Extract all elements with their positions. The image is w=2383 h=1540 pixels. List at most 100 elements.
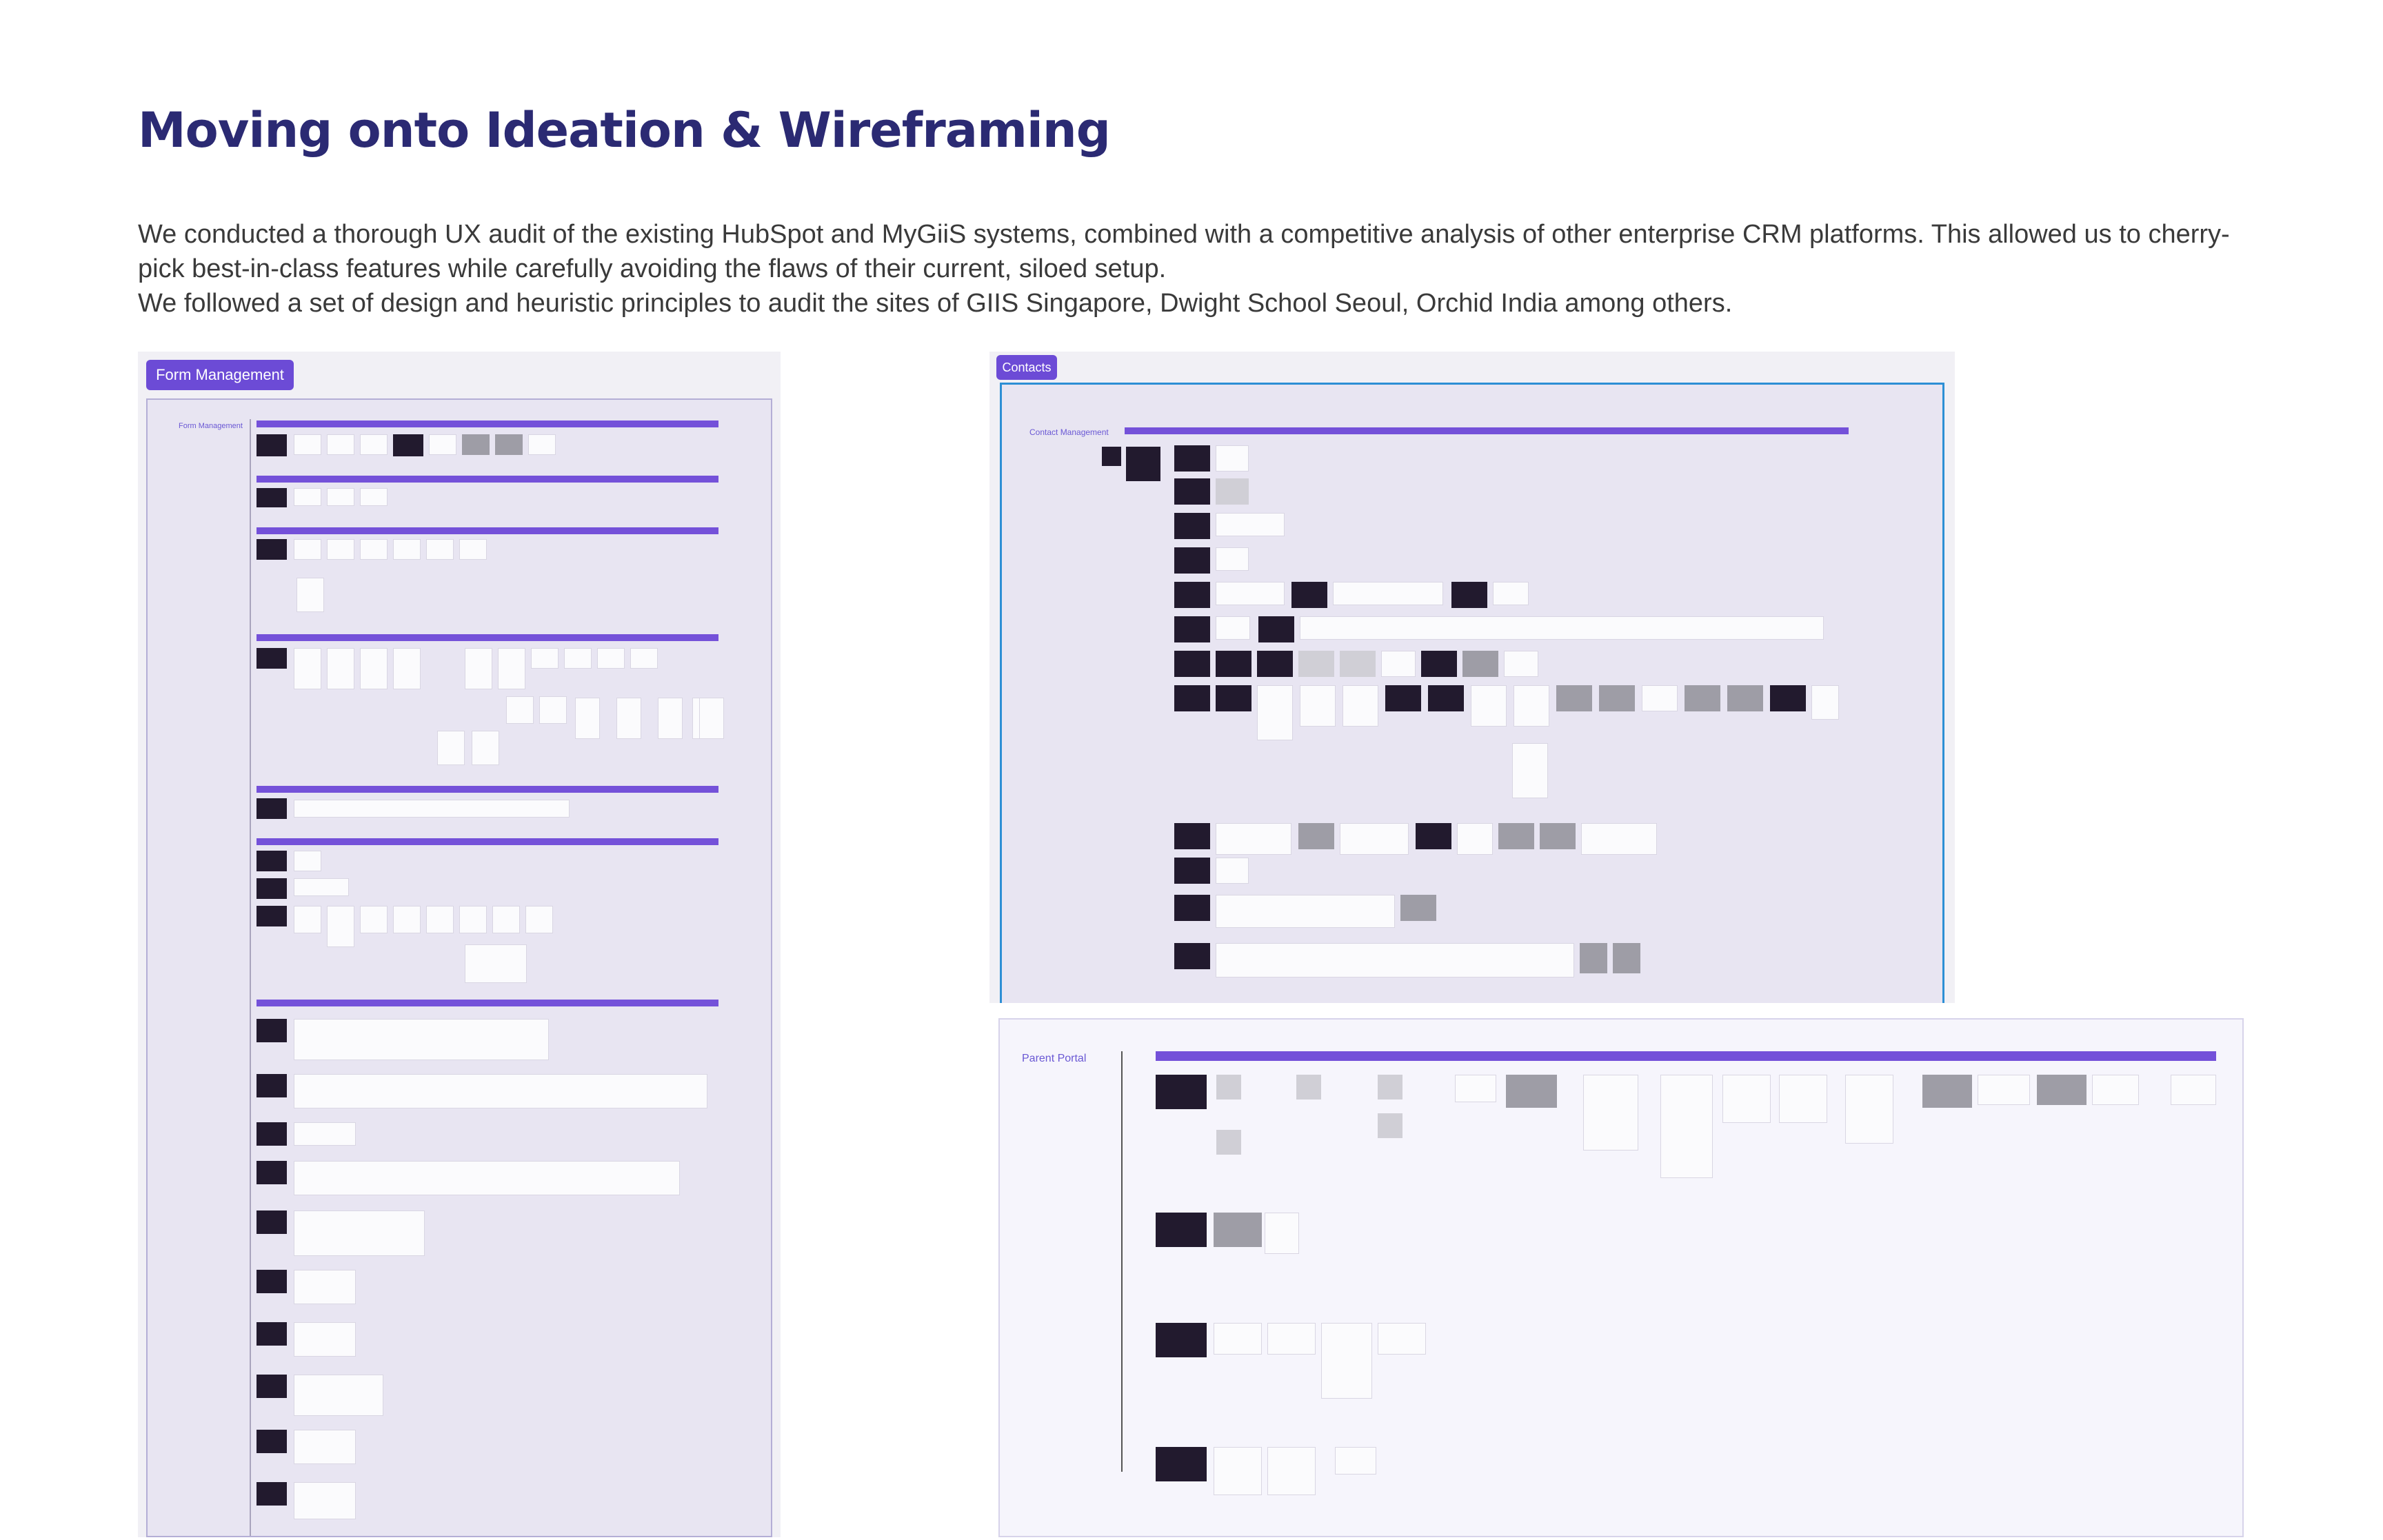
wireframe-thumbnail	[1216, 858, 1249, 884]
page-title: Moving onto Ideation & Wireframing	[138, 102, 1111, 159]
screen-thumbnail	[1421, 651, 1457, 677]
wireframe-thumbnail	[658, 698, 683, 739]
wireframe-thumbnail	[1581, 823, 1657, 855]
wireframe-thumbnail	[1216, 582, 1285, 605]
grey-thumbnail	[1400, 895, 1436, 921]
wireframe-thumbnail	[360, 906, 388, 933]
wireframe-thumbnail	[1642, 685, 1678, 711]
screen-thumbnail	[1156, 1213, 1207, 1247]
screen-thumbnail	[257, 1375, 287, 1398]
parent-portal-board[interactable]: Parent Portal	[998, 1018, 2244, 1537]
screen-thumbnail	[257, 1074, 287, 1097]
grey-thumbnail	[1216, 1130, 1241, 1155]
wireframe-thumbnail	[564, 648, 592, 669]
screen-thumbnail	[1174, 547, 1210, 574]
screen-thumbnail	[1174, 478, 1210, 505]
wireframe-thumbnail	[498, 648, 525, 689]
wireframe-thumbnail	[1978, 1075, 2030, 1105]
wireframe-thumbnail	[465, 648, 492, 689]
screen-thumbnail	[257, 1122, 287, 1146]
wireframe-thumbnail	[294, 1270, 356, 1304]
wireframe-thumbnail	[294, 1161, 680, 1195]
wireframe-thumbnail	[1471, 685, 1507, 727]
screen-thumbnail	[1385, 685, 1421, 711]
grey-thumbnail	[495, 434, 523, 455]
contacts-board[interactable]: Contacts Contact Management	[989, 352, 1955, 1003]
wireframe-thumbnail	[528, 434, 556, 455]
form-management-canvas[interactable]: Form Management	[146, 398, 772, 1537]
wireframe-thumbnail	[1343, 685, 1378, 727]
screen-thumbnail	[1156, 1323, 1207, 1357]
screen-thumbnail	[257, 1161, 287, 1184]
screen-thumbnail	[1156, 1447, 1207, 1481]
contacts-side-label: Contact Management	[1029, 427, 1109, 437]
wireframe-thumbnail	[429, 434, 456, 455]
form-management-chip[interactable]: Form Management	[146, 360, 294, 390]
screen-thumbnail	[257, 539, 287, 560]
wireframe-thumbnail	[1583, 1075, 1638, 1151]
screen-thumbnail	[257, 1430, 287, 1453]
wireframe-thumbnail	[2171, 1075, 2216, 1105]
wireframe-thumbnail	[1216, 823, 1291, 855]
wireframe-thumbnail	[1300, 685, 1336, 727]
contacts-chip[interactable]: Contacts	[996, 355, 1057, 380]
wireframe-thumbnail	[393, 906, 421, 933]
wireframe-thumbnail	[1504, 651, 1538, 677]
wireframe-thumbnail	[1845, 1075, 1893, 1144]
screen-thumbnail	[257, 1019, 287, 1042]
wireframe-thumbnail	[294, 851, 321, 871]
wireframe-thumbnail	[1722, 1075, 1771, 1123]
screen-thumbnail	[1156, 1075, 1207, 1109]
wireframe-thumbnail	[472, 731, 499, 765]
grey-thumbnail	[1340, 651, 1376, 677]
wireframe-thumbnail	[294, 648, 321, 689]
intro-paragraph-2: We followed a set of design and heuristi…	[138, 289, 1733, 318]
wireframe-thumbnail	[393, 648, 421, 689]
screen-thumbnail	[1451, 582, 1487, 608]
screen-thumbnail	[1216, 685, 1251, 711]
screen-thumbnail	[1174, 943, 1210, 969]
wireframe-thumbnail	[539, 696, 567, 724]
wireframe-thumbnail	[426, 906, 454, 933]
screen-thumbnail	[1257, 651, 1293, 677]
wireframe-thumbnail	[294, 1322, 356, 1357]
screen-thumbnail	[1416, 823, 1451, 849]
grey-thumbnail	[1214, 1213, 1262, 1247]
wireframe-thumbnail	[575, 698, 600, 739]
wireframe-thumbnail	[294, 1122, 356, 1146]
contacts-canvas[interactable]: Contact Management	[1000, 383, 1944, 1003]
grey-thumbnail	[1685, 685, 1720, 711]
grey-thumbnail	[1298, 823, 1334, 849]
grey-thumbnail	[1556, 685, 1592, 711]
grey-thumbnail	[1296, 1075, 1321, 1100]
wireframe-thumbnail	[465, 944, 527, 983]
screen-thumbnail	[1126, 447, 1160, 481]
form-management-side-label: Form Management	[179, 422, 243, 430]
screen-thumbnail	[1174, 445, 1210, 472]
screen-thumbnail	[257, 648, 287, 669]
wireframe-thumbnail	[699, 698, 724, 739]
wireframe-thumbnail	[1811, 685, 1839, 720]
wireframe-thumbnail	[1216, 895, 1395, 928]
parent-portal-side-label: Parent Portal	[1022, 1053, 1087, 1064]
grey-thumbnail	[1378, 1113, 1402, 1138]
wireframe-thumbnail	[459, 906, 487, 933]
divider-line	[250, 419, 251, 1536]
intro-paragraph-1: We conducted a thorough UX audit of the …	[138, 220, 2230, 283]
grey-thumbnail	[1727, 685, 1763, 711]
wireframe-thumbnail	[1333, 582, 1443, 605]
wireframe-thumbnail	[1779, 1075, 1827, 1123]
wireframe-thumbnail	[294, 1074, 707, 1108]
wireframe-thumbnail	[294, 800, 570, 818]
screen-thumbnail	[1174, 616, 1210, 642]
wireframe-thumbnail	[1660, 1075, 1713, 1178]
wireframe-thumbnail	[1300, 616, 1824, 640]
screen-thumbnail	[257, 434, 287, 456]
form-management-board[interactable]: Form Management Form Management	[138, 352, 781, 1537]
wireframe-thumbnail	[1216, 513, 1285, 536]
wireframe-thumbnail	[294, 1482, 356, 1519]
wireframe-thumbnail	[360, 539, 388, 560]
wireframe-thumbnail	[597, 648, 625, 669]
grey-thumbnail	[1298, 651, 1334, 677]
wireframe-thumbnail	[294, 488, 321, 506]
